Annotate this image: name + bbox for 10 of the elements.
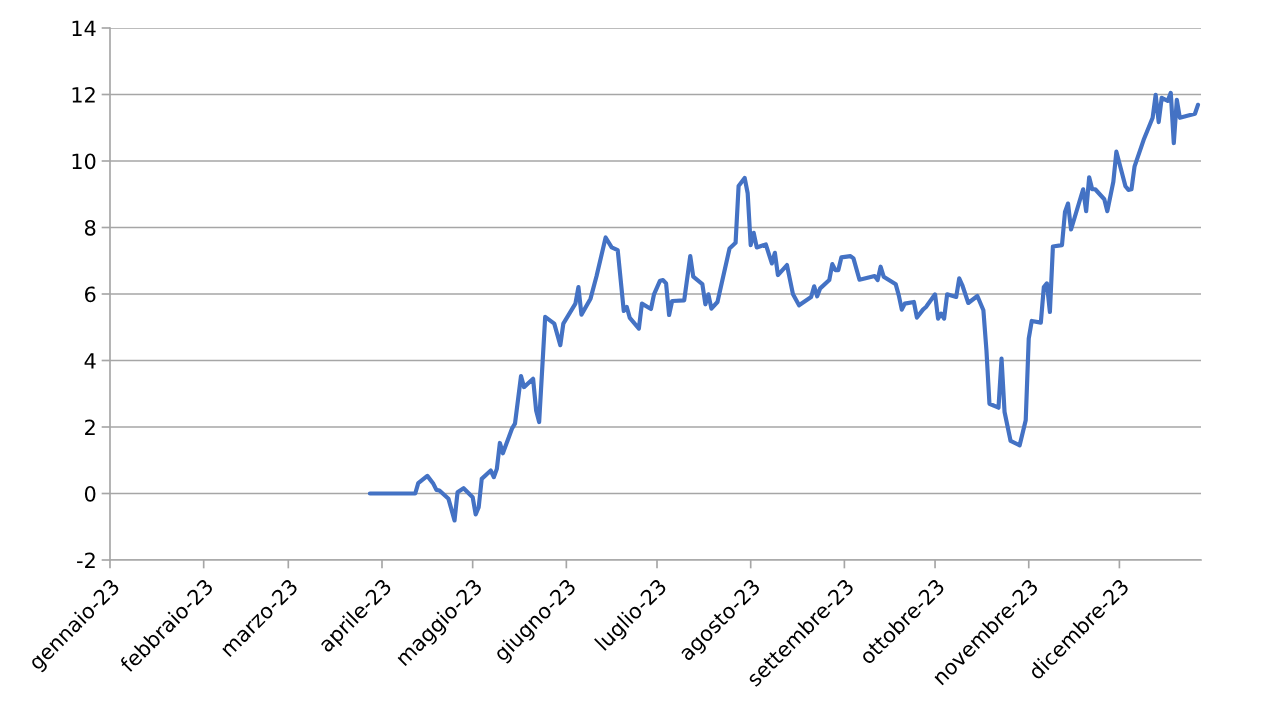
y-tick-label: 8 (84, 219, 96, 236)
y-tick-label: 0 (84, 485, 96, 502)
y-tick-label: -2 (77, 552, 95, 568)
y-tick-label: 12 (72, 86, 95, 103)
y-tick-label: 6 (85, 286, 96, 303)
y-tick-label: 4 (84, 353, 96, 369)
y-tick-label: 14 (72, 20, 96, 36)
line-series (367, 90, 1201, 523)
y-tick-label: 2 (85, 419, 95, 435)
y-tick-label: 10 (72, 153, 96, 170)
